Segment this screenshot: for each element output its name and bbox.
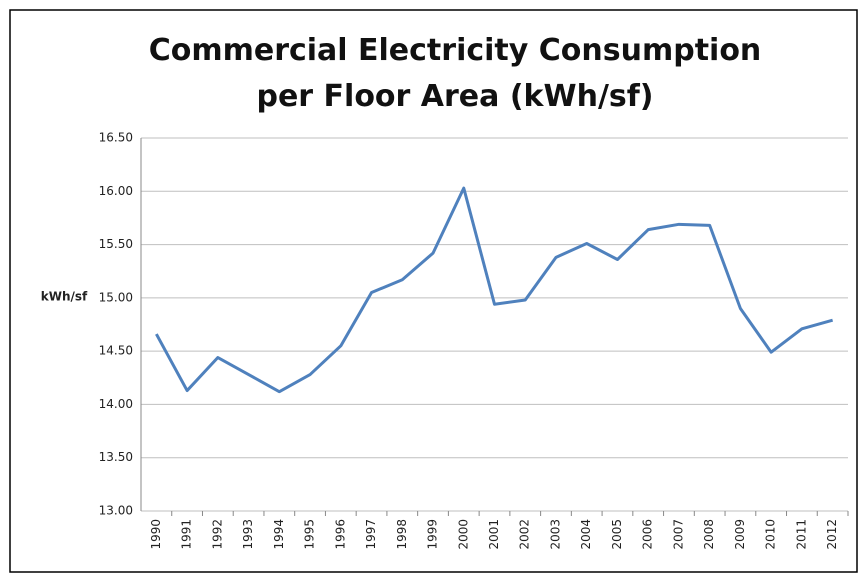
y-tick-label: 15.50 [99, 237, 133, 251]
x-tick-label: 1998 [395, 519, 409, 550]
x-tick-label: 1993 [241, 519, 255, 550]
data-line [155, 186, 834, 394]
y-tick-label: 13.50 [99, 450, 133, 464]
x-tick-label: 2000 [456, 519, 470, 550]
x-tick-label: 2008 [702, 519, 716, 550]
x-tick-label: 2003 [548, 519, 562, 550]
x-tick-label: 1996 [333, 519, 347, 550]
x-tick-label: 2009 [733, 519, 747, 550]
x-tick-label: 1995 [303, 519, 317, 550]
x-tick-label: 2011 [794, 519, 808, 550]
x-tick-label: 1991 [180, 519, 194, 550]
x-tick-label: 2007 [671, 519, 685, 550]
y-tick-label: 16.50 [99, 131, 133, 145]
y-axis-label: kWh/sf [41, 290, 88, 304]
x-tick-label: 1999 [426, 519, 440, 550]
chart-border [9, 9, 858, 573]
y-tick-label: 15.00 [99, 290, 133, 304]
x-tick-label: 1997 [364, 519, 378, 550]
x-tick-label: 2006 [641, 519, 655, 550]
x-tick-label: 2012 [825, 519, 839, 550]
x-tick-label: 1990 [149, 519, 163, 550]
y-tick-label: 16.00 [99, 184, 133, 198]
x-tick-label: 2005 [610, 519, 624, 550]
x-tick-label: 1994 [272, 519, 286, 550]
x-tick-label: 2001 [487, 519, 501, 550]
x-tick-label: 2002 [518, 519, 532, 550]
x-tick-label: 2010 [764, 519, 778, 550]
y-tick-label: 14.00 [99, 397, 133, 411]
x-tick-label: 2004 [579, 519, 593, 550]
x-tick-label: 1992 [210, 519, 224, 550]
y-tick-label: 13.00 [99, 504, 133, 518]
chart-title: Commercial Electricity Consumption per F… [148, 33, 762, 114]
y-tick-label: 14.50 [99, 344, 133, 358]
